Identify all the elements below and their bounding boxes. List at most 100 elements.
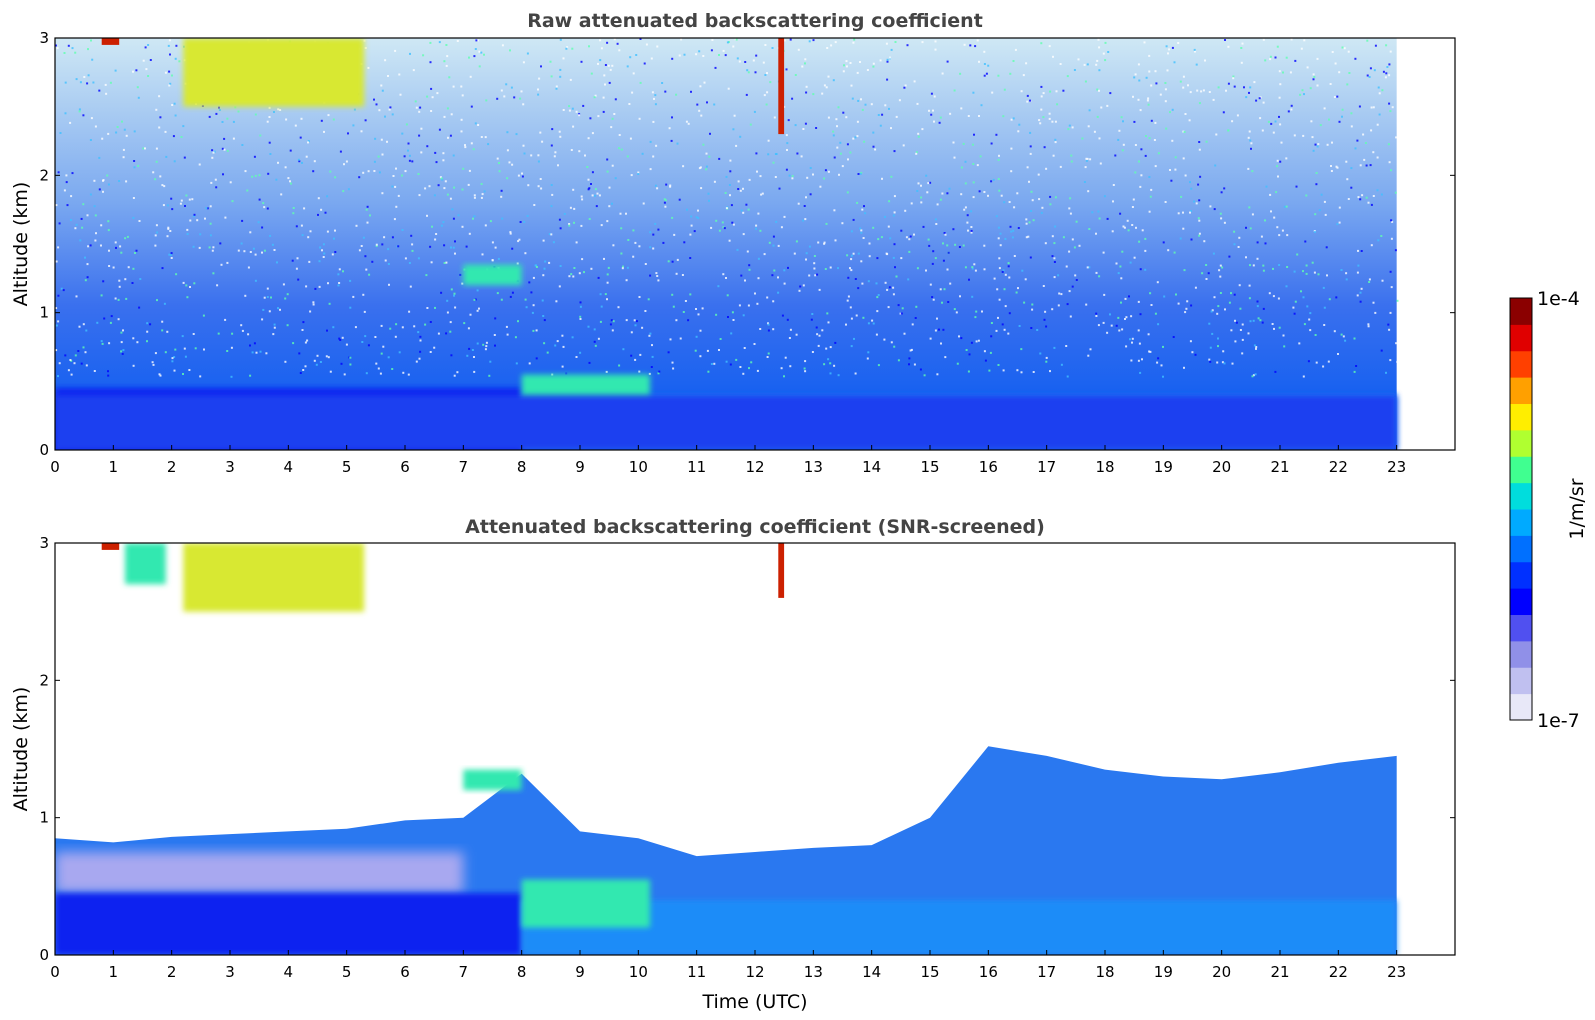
noise-speckle	[430, 261, 433, 264]
noise-speckle	[730, 204, 733, 207]
noise-speckle	[1169, 111, 1171, 114]
noise-speckle	[133, 130, 136, 133]
noise-speckle	[968, 278, 970, 281]
noise-speckle	[854, 136, 857, 139]
noise-speckle	[707, 192, 710, 195]
noise-speckle	[999, 232, 1002, 235]
noise-speckle	[906, 44, 909, 47]
noise-speckle	[262, 202, 265, 205]
noise-speckle	[516, 262, 519, 265]
noise-speckle	[65, 181, 68, 184]
noise-speckle	[690, 224, 693, 227]
noise-speckle	[695, 216, 698, 219]
noise-speckle	[997, 178, 1000, 180]
noise-speckle	[1169, 169, 1171, 171]
noise-speckle	[196, 219, 199, 222]
noise-speckle	[240, 242, 243, 245]
noise-speckle	[1219, 212, 1222, 215]
noise-speckle	[846, 299, 849, 302]
noise-speckle	[476, 39, 479, 42]
noise-speckle	[1359, 291, 1362, 294]
noise-speckle	[86, 214, 89, 217]
noise-speckle	[625, 319, 628, 322]
noise-speckle	[886, 253, 889, 256]
noise-speckle	[1232, 77, 1235, 80]
noise-speckle	[1385, 371, 1387, 374]
noise-speckle	[1219, 264, 1222, 267]
noise-speckle	[778, 187, 781, 190]
noise-speckle	[1122, 225, 1125, 228]
noise-speckle	[74, 354, 77, 357]
noise-speckle	[89, 244, 92, 247]
noise-speckle	[850, 345, 853, 348]
noise-speckle	[732, 45, 735, 48]
noise-speckle	[1097, 210, 1100, 213]
noise-speckle	[345, 343, 348, 346]
noise-speckle	[759, 229, 762, 232]
noise-speckle	[930, 113, 933, 116]
noise-speckle	[1343, 47, 1346, 50]
noise-speckle	[244, 294, 247, 297]
noise-speckle	[500, 195, 503, 198]
noise-speckle	[1372, 106, 1375, 109]
noise-speckle	[989, 351, 992, 354]
noise-speckle	[1231, 362, 1234, 365]
noise-speckle	[1073, 246, 1076, 249]
noise-speckle	[566, 46, 569, 49]
noise-speckle	[224, 216, 227, 219]
screened-y-axis-label: Altitude (km)	[10, 687, 32, 812]
noise-speckle	[87, 245, 90, 248]
noise-speckle	[373, 98, 375, 101]
noise-speckle	[578, 272, 581, 275]
noise-speckle	[433, 346, 436, 349]
noise-speckle	[1230, 292, 1232, 295]
noise-speckle	[821, 329, 824, 332]
noise-speckle	[494, 317, 497, 320]
noise-speckle	[581, 198, 584, 201]
noise-speckle	[484, 348, 487, 351]
noise-speckle	[341, 336, 344, 339]
noise-speckle	[804, 58, 807, 61]
noise-speckle	[786, 318, 789, 321]
noise-speckle	[182, 281, 185, 284]
noise-speckle	[617, 306, 620, 309]
noise-speckle	[1283, 345, 1286, 348]
noise-speckle	[901, 307, 904, 310]
noise-speckle	[186, 296, 189, 299]
noise-speckle	[1057, 274, 1060, 277]
noise-speckle	[813, 267, 816, 270]
noise-speckle	[1285, 56, 1288, 59]
noise-speckle	[1062, 89, 1065, 92]
noise-speckle	[1001, 270, 1004, 273]
noise-speckle	[410, 234, 413, 237]
noise-speckle	[55, 204, 58, 207]
noise-speckle	[745, 93, 748, 96]
noise-speckle	[717, 285, 720, 288]
noise-speckle	[538, 77, 541, 80]
noise-speckle	[990, 142, 993, 145]
noise-speckle	[913, 233, 915, 236]
noise-speckle	[849, 151, 852, 154]
noise-speckle	[1374, 311, 1377, 314]
noise-speckle	[436, 92, 439, 95]
colorbar-cell	[1510, 561, 1532, 589]
noise-speckle	[169, 53, 171, 56]
noise-speckle	[1030, 210, 1033, 212]
noise-speckle	[590, 72, 593, 75]
noise-speckle	[671, 116, 673, 119]
noise-speckle	[588, 187, 591, 190]
noise-speckle	[747, 208, 750, 211]
noise-speckle	[391, 236, 394, 239]
noise-speckle	[418, 357, 421, 360]
noise-speckle	[1249, 86, 1252, 89]
noise-speckle	[132, 267, 135, 270]
noise-speckle	[814, 274, 817, 277]
feature-5	[463, 769, 522, 791]
noise-speckle	[702, 55, 705, 57]
noise-speckle	[808, 40, 811, 43]
x-tick-label: 14	[862, 963, 881, 981]
noise-speckle	[1096, 88, 1099, 91]
noise-speckle	[1124, 318, 1126, 320]
noise-speckle	[509, 49, 511, 52]
noise-speckle	[409, 285, 412, 288]
